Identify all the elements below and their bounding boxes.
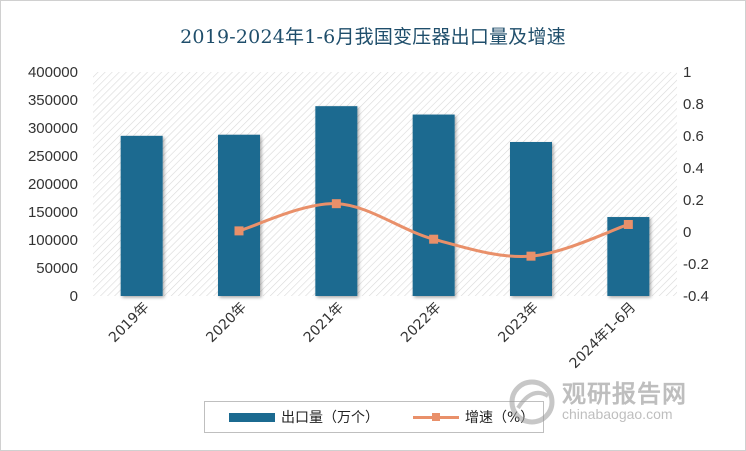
watermark-en: chinabaogao.com <box>562 406 673 422</box>
bar-0 <box>120 135 163 296</box>
bar-3 <box>412 114 455 296</box>
left-tick-8: 400000 <box>28 64 78 81</box>
right-tick-4: 0.4 <box>683 160 704 177</box>
growth-point-4 <box>526 251 536 261</box>
left-tick-0: 0 <box>70 288 78 305</box>
right-tick-6: 0.8 <box>683 96 704 113</box>
growth-point-3 <box>429 234 439 244</box>
growth-point-5 <box>623 219 633 229</box>
legend-line-swatch <box>413 410 459 424</box>
x-tick-1: 2020年 <box>203 300 249 346</box>
x-tick-2: 2021年 <box>301 300 347 346</box>
left-tick-3: 150000 <box>28 204 78 221</box>
growth-point-1 <box>234 226 244 236</box>
left-tick-5: 250000 <box>28 148 78 165</box>
left-tick-6: 300000 <box>28 120 78 137</box>
x-tick-0: 2019年 <box>106 300 152 346</box>
legend-bar-label: 出口量（万个） <box>281 410 379 426</box>
right-tick-0: -0.4 <box>683 288 709 305</box>
chart-title: 2019-2024年1-6月我国变压器出口量及增速 <box>180 26 566 48</box>
plot-area <box>93 72 677 296</box>
left-tick-2: 100000 <box>28 232 78 249</box>
left-tick-1: 50000 <box>36 260 78 277</box>
bar-4 <box>510 142 552 296</box>
x-tick-4: 2023年 <box>495 300 541 346</box>
x-tick-3: 2022年 <box>398 300 444 346</box>
right-tick-1: -0.2 <box>683 256 709 273</box>
left-tick-4: 200000 <box>28 176 78 193</box>
right-tick-5: 0.6 <box>683 128 704 145</box>
watermark-cn: 观研报告网 <box>562 380 687 408</box>
right-tick-3: 0.2 <box>683 192 704 209</box>
legend-item-bar: 出口量（万个） <box>205 407 379 427</box>
x-tick-5: 2024年1-6月 <box>567 300 639 372</box>
bar-1 <box>218 134 260 296</box>
growth-point-2 <box>331 199 341 209</box>
left-tick-7: 350000 <box>28 92 78 109</box>
legend-bar-swatch <box>229 412 275 422</box>
watermark-logo-icon <box>509 379 555 425</box>
right-tick-2: 0 <box>683 224 691 241</box>
legend: 出口量（万个） 增速（%） <box>204 401 544 433</box>
right-tick-7: 1 <box>683 64 691 81</box>
watermark: 观研报告网 chinabaogao.com <box>508 374 738 434</box>
